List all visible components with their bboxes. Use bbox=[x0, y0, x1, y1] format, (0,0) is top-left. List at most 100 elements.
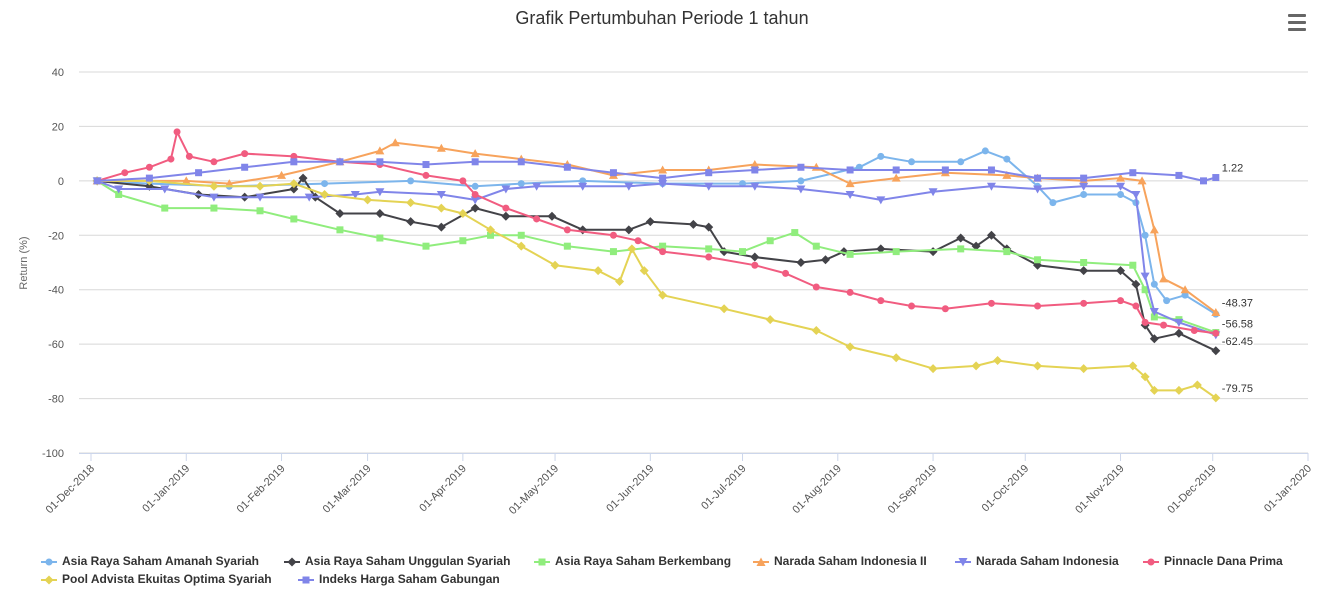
data-point bbox=[877, 297, 885, 305]
data-point bbox=[1211, 393, 1221, 403]
data-point bbox=[255, 193, 265, 202]
data-label-asia-raya-saham-amanah-syariah: -48.97 bbox=[1222, 299, 1253, 311]
data-point bbox=[470, 196, 480, 205]
data-point bbox=[624, 225, 634, 235]
data-point bbox=[1002, 170, 1012, 179]
data-point bbox=[1192, 380, 1202, 390]
data-point bbox=[791, 229, 799, 237]
data-point bbox=[1149, 334, 1159, 344]
data-point bbox=[659, 248, 667, 256]
data-point bbox=[290, 158, 298, 166]
data-point bbox=[321, 180, 329, 188]
y-axis-title: Return (%) bbox=[18, 236, 30, 289]
data-point bbox=[298, 173, 308, 183]
data-point bbox=[846, 288, 854, 296]
data-point bbox=[1137, 176, 1147, 185]
x-tick-label: 01-Apr-2019 bbox=[417, 463, 469, 515]
y-tick-label: -60 bbox=[48, 339, 64, 351]
x-tick-label: 01-Dec-2018 bbox=[44, 463, 97, 516]
legend-label: Narada Saham Indonesia bbox=[976, 554, 1119, 568]
data-point bbox=[705, 253, 713, 261]
data-point bbox=[304, 193, 314, 202]
data-point bbox=[739, 248, 747, 256]
data-point bbox=[1034, 256, 1042, 264]
data-point bbox=[1150, 313, 1158, 321]
data-point bbox=[375, 188, 385, 197]
y-tick-label: -40 bbox=[48, 285, 64, 297]
data-point bbox=[845, 190, 855, 199]
data-point bbox=[336, 226, 344, 234]
data-point bbox=[812, 242, 820, 250]
data-point bbox=[719, 304, 729, 314]
data-point bbox=[376, 234, 384, 242]
data-point bbox=[658, 290, 668, 300]
data-point bbox=[114, 185, 124, 194]
data-point bbox=[928, 188, 938, 197]
data-point bbox=[185, 152, 193, 160]
hamburger-menu-icon[interactable] bbox=[1286, 14, 1308, 34]
series-line-indeks-harga-saham-gabungan bbox=[97, 160, 1217, 182]
data-point bbox=[609, 248, 617, 256]
data-point bbox=[1149, 307, 1159, 316]
data-point bbox=[993, 355, 1003, 365]
data-point bbox=[846, 250, 854, 258]
data-point bbox=[846, 166, 854, 174]
data-point bbox=[1175, 171, 1183, 179]
data-point bbox=[1049, 199, 1057, 207]
data-point bbox=[987, 166, 995, 174]
data-point bbox=[796, 185, 806, 194]
data-point bbox=[1080, 174, 1088, 182]
data-point bbox=[1131, 279, 1141, 289]
x-tick-label: 01-Dec-2019 bbox=[1165, 463, 1218, 516]
data-point bbox=[167, 155, 175, 163]
data-point bbox=[891, 173, 901, 182]
legend-label: Asia Raya Saham Unggulan Syariah bbox=[305, 554, 511, 568]
data-point bbox=[986, 230, 996, 240]
data-point bbox=[908, 302, 916, 310]
data-point bbox=[750, 160, 760, 169]
data-point bbox=[256, 207, 264, 215]
data-point bbox=[501, 185, 511, 194]
data-point bbox=[1174, 328, 1184, 338]
data-point bbox=[971, 241, 981, 251]
data-point bbox=[1117, 297, 1125, 305]
data-point bbox=[471, 182, 479, 190]
data-point bbox=[1159, 274, 1169, 283]
y-tick-label: -80 bbox=[48, 394, 64, 406]
legend-symbol-icon bbox=[534, 558, 550, 566]
data-point bbox=[375, 209, 385, 219]
data-point bbox=[160, 185, 170, 194]
data-point bbox=[517, 180, 525, 188]
data-point bbox=[277, 170, 287, 179]
data-point bbox=[627, 244, 637, 254]
data-point bbox=[705, 169, 713, 177]
data-point bbox=[1128, 361, 1138, 371]
data-point bbox=[1160, 321, 1168, 329]
data-point bbox=[1163, 297, 1171, 305]
data-point bbox=[1003, 248, 1011, 256]
data-point bbox=[1141, 318, 1149, 326]
data-point bbox=[1116, 182, 1126, 191]
data-point bbox=[422, 171, 430, 179]
data-point bbox=[750, 182, 760, 191]
data-point bbox=[471, 158, 479, 166]
data-point bbox=[1149, 385, 1159, 395]
y-tick-label: 40 bbox=[52, 67, 64, 79]
data-point bbox=[986, 182, 996, 191]
legend-symbol-icon bbox=[284, 557, 300, 567]
data-point bbox=[563, 226, 571, 234]
data-point bbox=[1116, 266, 1126, 276]
data-point bbox=[486, 225, 496, 235]
data-point bbox=[363, 195, 373, 205]
data-point bbox=[609, 169, 617, 177]
y-tick-label: -20 bbox=[48, 230, 64, 242]
data-point bbox=[336, 158, 344, 166]
data-point bbox=[639, 266, 649, 276]
data-point bbox=[1174, 385, 1184, 395]
data-point bbox=[436, 222, 446, 232]
data-point bbox=[501, 211, 511, 221]
data-point bbox=[812, 283, 820, 291]
data-point bbox=[751, 166, 759, 174]
data-point bbox=[470, 203, 480, 213]
data-point bbox=[750, 252, 760, 262]
